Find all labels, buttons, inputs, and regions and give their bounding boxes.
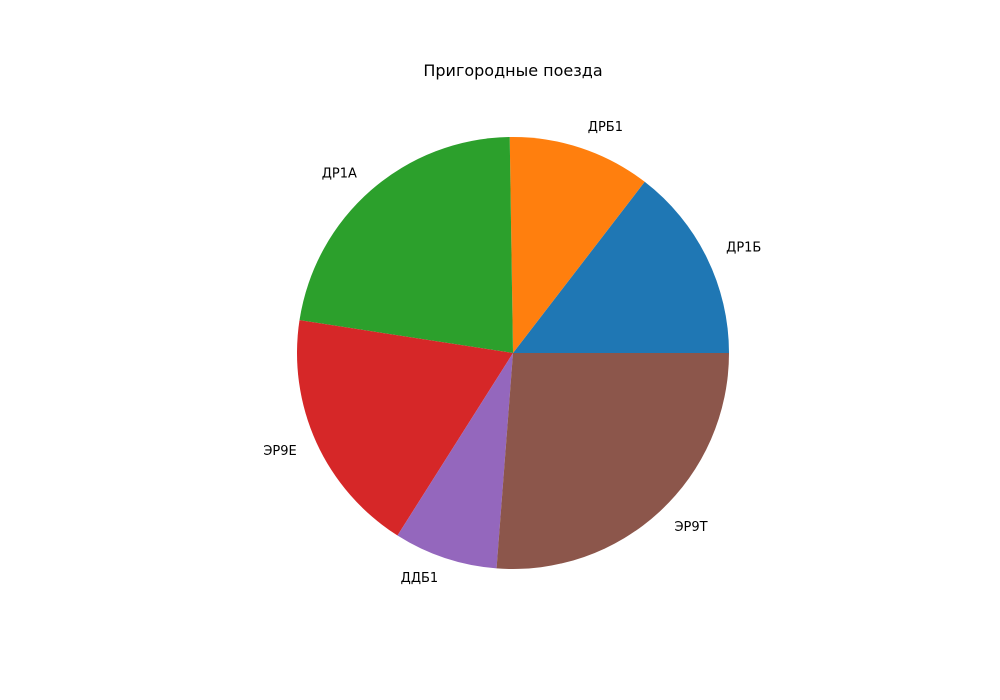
slice-label: ДДБ1 bbox=[401, 571, 439, 586]
chart-title: Пригородные поезда bbox=[423, 61, 602, 80]
pie-labels: ДР1Б ДРБ1 ДР1А ЭР9Е ДДБ1 ЭР9Т bbox=[263, 120, 761, 586]
slice-label: ЭР9Е bbox=[263, 444, 296, 459]
slice-label: ДРБ1 bbox=[588, 120, 623, 135]
pie-slice-ДДБ1 bbox=[397, 353, 513, 569]
pie-slice-ЭР9Т bbox=[496, 353, 729, 569]
pie-slice-ДР1А bbox=[299, 137, 513, 353]
slice-label: ДР1А bbox=[322, 166, 357, 181]
pie-slice-ЭР9Е bbox=[296, 320, 513, 536]
pie-slices bbox=[296, 137, 729, 569]
slice-label: ЭР9Т bbox=[674, 520, 707, 535]
pie-slice-ДР1Б bbox=[513, 181, 729, 353]
pie-slice-ДРБ1 bbox=[509, 137, 645, 353]
slice-label: ДР1Б bbox=[726, 241, 761, 256]
